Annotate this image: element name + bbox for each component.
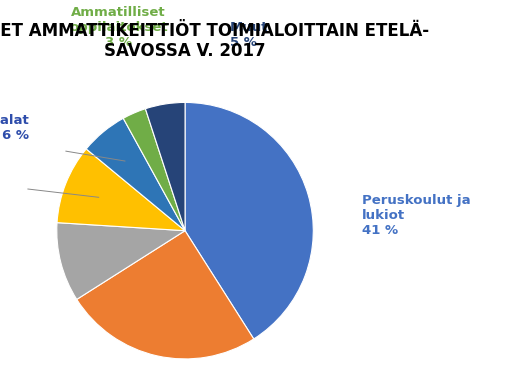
Wedge shape	[57, 222, 185, 300]
Text: Peruskoulut ja
lukiot
41 %: Peruskoulut ja lukiot 41 %	[362, 194, 471, 237]
Text: Sairaalat
6 %: Sairaalat 6 %	[0, 114, 29, 142]
Wedge shape	[185, 102, 314, 339]
Wedge shape	[57, 149, 185, 231]
Wedge shape	[145, 102, 185, 231]
Title: JULKISET AMMATTIKEITTIÖT TOIMIALOITTAIN ETELÄ-
SAVOSSA V. 2017: JULKISET AMMATTIKEITTIÖT TOIMIALOITTAIN …	[0, 19, 430, 61]
Text: Muut
5 %: Muut 5 %	[230, 21, 268, 48]
Wedge shape	[86, 118, 185, 231]
Wedge shape	[77, 231, 254, 359]
Wedge shape	[123, 109, 185, 231]
Text: Ammatilliset
oppilaitokset
3 %: Ammatilliset oppilaitokset 3 %	[69, 5, 168, 48]
